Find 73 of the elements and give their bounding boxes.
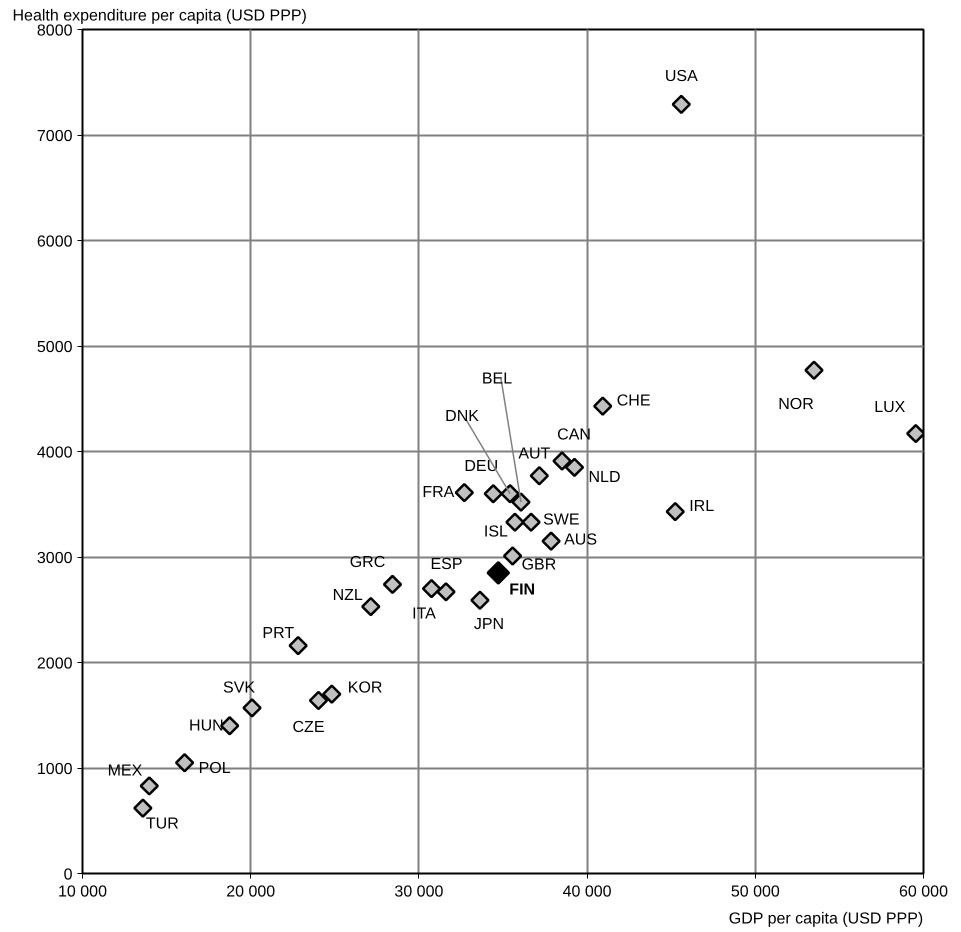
y-tick-label: 0	[64, 866, 73, 884]
x-tick-label: 60 000	[899, 884, 948, 900]
annotation: DNK	[445, 408, 480, 426]
y-tick-label: 3000	[36, 550, 73, 567]
point	[361, 596, 381, 616]
x-tick-label: 50 000	[730, 884, 780, 900]
x-tick-label: 40 000	[562, 884, 612, 900]
annotation: DEU	[464, 458, 498, 476]
point	[242, 698, 262, 718]
y-tick-label: 6000	[36, 234, 73, 250]
point	[593, 396, 612, 416]
annotation: CZE	[292, 718, 324, 736]
annotation: SVK	[223, 679, 256, 696]
annotation: TUR	[146, 816, 179, 833]
point	[436, 582, 456, 602]
annotation: CAN	[557, 426, 591, 444]
annotation: FIN	[509, 581, 536, 598]
y-tick-label: 8000	[36, 22, 73, 40]
point	[486, 560, 510, 585]
point	[133, 798, 153, 818]
point	[552, 451, 572, 471]
annotation: FRA	[422, 484, 455, 502]
annotation: MEX	[108, 762, 143, 780]
annotation: AUS	[564, 532, 598, 549]
annotation: ESP	[430, 556, 463, 574]
point	[382, 574, 402, 594]
y-axis-title: Health expenditure per capita (USD PPP)	[12, 8, 307, 24]
annotation: NLD	[588, 468, 620, 486]
point	[470, 590, 490, 610]
annotation: SWE	[543, 512, 580, 529]
annotation: GBR	[522, 556, 556, 574]
annotation: CHE	[616, 392, 651, 410]
point	[502, 546, 522, 566]
annotation: GRC	[350, 554, 386, 571]
annotation: ITA	[412, 605, 436, 622]
point	[322, 684, 342, 704]
x-tick-label: 20 000	[226, 884, 276, 900]
annotation: JPN	[474, 616, 504, 633]
x-axis-title: GDP per capita (USD PPP)	[728, 910, 924, 928]
point	[564, 458, 584, 478]
point	[804, 360, 824, 380]
point	[174, 752, 194, 772]
point	[521, 512, 541, 532]
point	[541, 531, 561, 551]
annotation: NZL	[332, 587, 363, 604]
annotation: NOR	[778, 396, 814, 413]
y-tick-label: 7000	[36, 128, 73, 145]
point	[422, 578, 442, 598]
point	[140, 776, 160, 796]
annotation: PRT	[262, 625, 294, 642]
annotation: HUN	[189, 717, 224, 734]
annotation: BEL	[482, 370, 512, 388]
point	[511, 492, 531, 512]
point	[666, 502, 685, 522]
annotation: ISL	[484, 524, 508, 541]
annotation: USA	[664, 68, 698, 85]
point	[530, 466, 550, 486]
y-tick-label: 5000	[36, 339, 73, 356]
x-tick-label: 10 000	[58, 884, 108, 900]
point	[500, 484, 520, 504]
x-tick-label: 30 000	[394, 884, 444, 900]
annotation: IRL	[689, 498, 714, 516]
annotation: AUT	[518, 445, 551, 462]
point	[308, 690, 328, 710]
annotation: POL	[198, 760, 231, 778]
point	[454, 482, 474, 502]
point	[484, 484, 503, 504]
y-tick-label: 1000	[36, 761, 73, 778]
y-tick-label: 4000	[36, 444, 73, 462]
y-tick-label: 2000	[36, 656, 73, 672]
annotation: LUX	[874, 399, 906, 416]
annotation: KOR	[348, 680, 382, 697]
point	[672, 94, 692, 114]
